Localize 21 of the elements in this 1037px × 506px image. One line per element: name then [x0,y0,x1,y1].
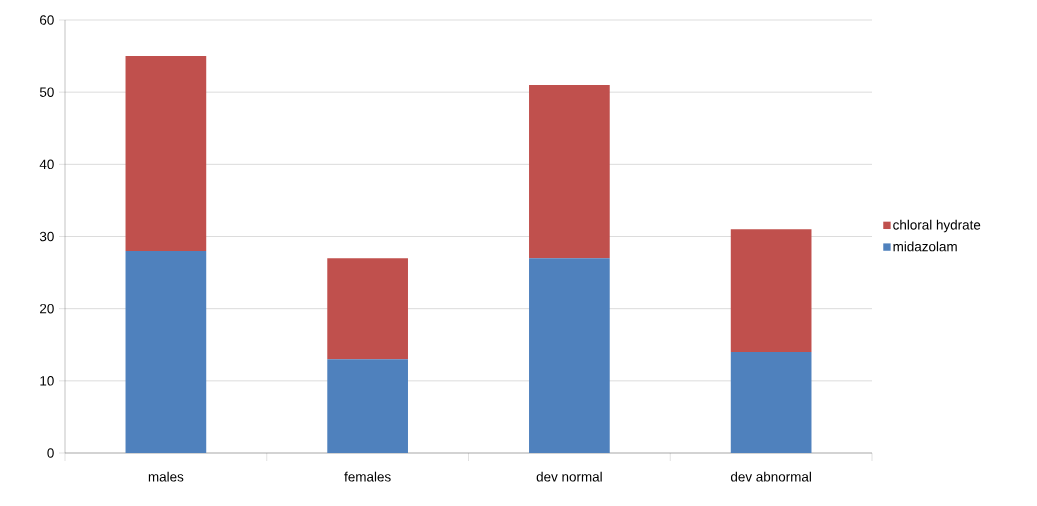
bar [125,56,207,251]
y-tick-label: 50 [39,87,54,97]
y-tick-label: 20 [40,303,54,314]
x-tick-label: females [344,471,391,482]
y-tick-label: 30 [39,231,54,242]
x-tick-label: dev normal [536,471,602,482]
legend-label: chloral hydrate [893,219,981,233]
bar [529,84,610,259]
y-tick-label: 40 [39,159,54,170]
bar [327,359,408,453]
y-tick-label: 10 [40,376,54,386]
y-tick-label: 60 [40,15,54,25]
legend-label: midazolam [893,241,957,252]
x-tick-label: dev abnormal [730,471,811,482]
bar [327,258,408,360]
y-tick-label: 0 [47,448,54,458]
x-tick-label: males [148,471,184,482]
bar [730,229,812,352]
bar [529,258,610,453]
bar [125,250,207,453]
bar [730,351,812,453]
